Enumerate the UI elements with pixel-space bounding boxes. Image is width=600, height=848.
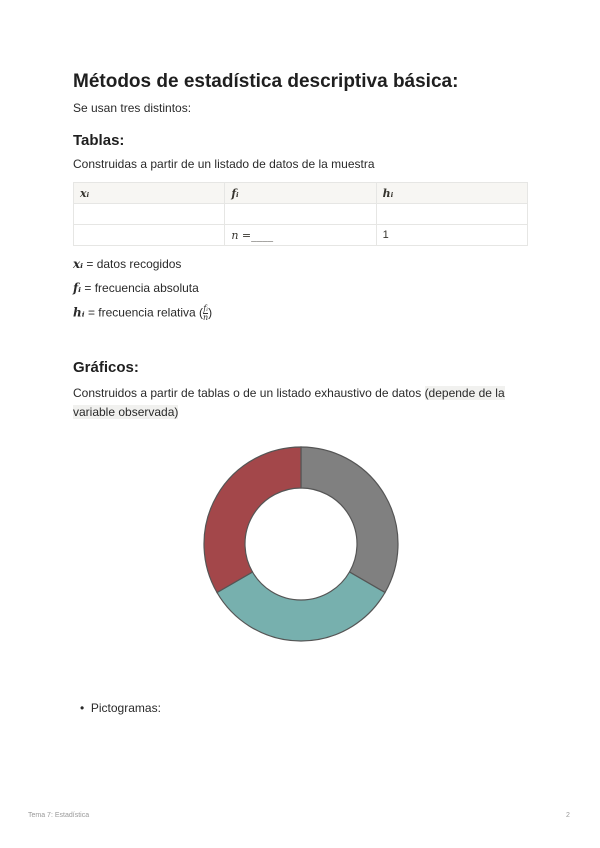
donut-slice xyxy=(216,571,386,642)
page-number: 2 xyxy=(566,812,570,819)
header-cell: hᵢ xyxy=(375,182,529,204)
header-cell: xᵢ xyxy=(72,182,226,204)
donut-slice xyxy=(203,446,302,594)
tablas-description: Construidas a partir de un listado de da… xyxy=(73,157,375,171)
table-cell xyxy=(375,203,529,225)
table-cell: n =____ xyxy=(224,224,377,246)
donut-chart xyxy=(203,446,399,642)
footer-title: Tema 7: Estadística xyxy=(28,812,90,819)
tablas-heading: Tablas: xyxy=(73,132,125,149)
table-cell xyxy=(72,224,226,246)
table-cell xyxy=(224,203,377,225)
page-title: Métodos de estadística descriptiva básic… xyxy=(73,71,459,92)
definition-hi: hᵢ = frecuencia relativa (fᵢ n) xyxy=(73,304,213,322)
table-cell xyxy=(72,203,226,225)
graficos-description: Construidos a partir de tablas o de un l… xyxy=(73,386,505,419)
definition-xi: xᵢ = datos recogidos xyxy=(73,257,182,271)
frequency-table: xᵢ fᵢ hᵢ n =____ 1 xyxy=(72,182,529,246)
table-row: n =____ 1 xyxy=(72,224,529,246)
table-row xyxy=(72,203,529,225)
graficos-heading: Gráficos: xyxy=(73,359,139,376)
list-item: • Pictogramas: xyxy=(80,701,161,715)
table-header-row: xᵢ fᵢ hᵢ xyxy=(72,182,529,204)
donut-slice xyxy=(300,446,399,594)
table-cell: 1 xyxy=(375,224,529,246)
header-cell: fᵢ xyxy=(224,182,377,204)
definition-fi: fᵢ = frecuencia absoluta xyxy=(73,281,199,295)
intro-text: Se usan tres distintos: xyxy=(73,101,192,115)
